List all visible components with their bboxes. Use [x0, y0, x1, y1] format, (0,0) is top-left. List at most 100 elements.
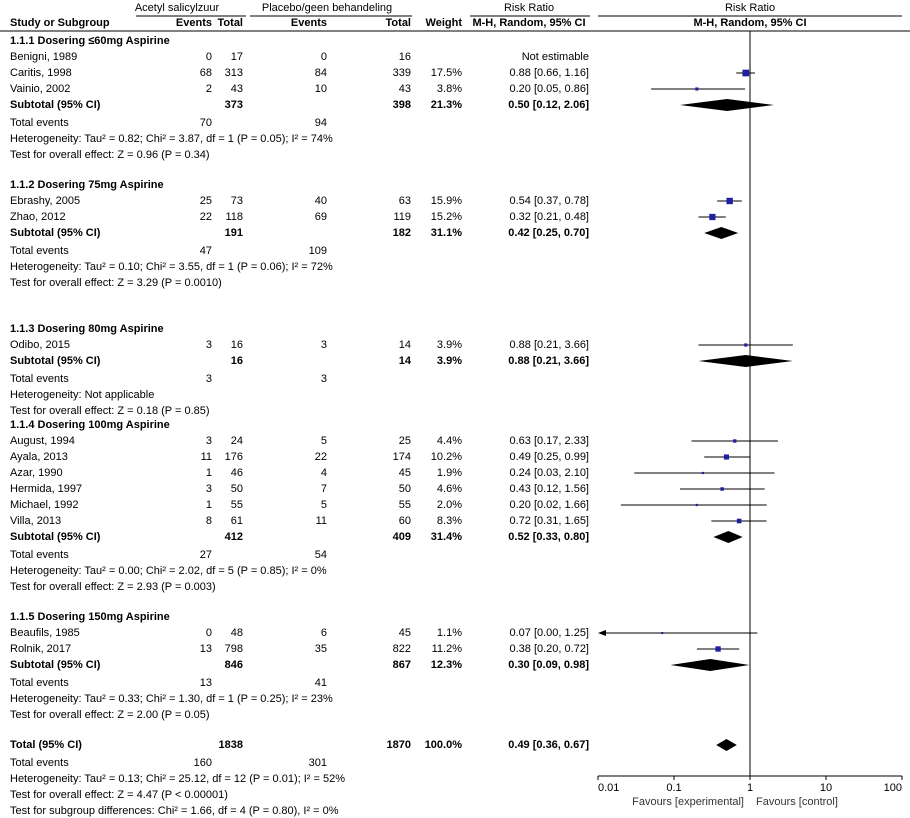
study-ctrl-total: 63 [398, 195, 411, 207]
study-weight: 15.9% [430, 195, 462, 207]
subtotal-label: Subtotal (95% CI) [10, 99, 101, 111]
study-exp-events: 3 [205, 435, 212, 447]
study-exp-total: 176 [224, 451, 243, 463]
study-weight: 8.3% [436, 515, 462, 527]
study-marker [709, 213, 716, 221]
study-exp-events: 22 [199, 211, 212, 223]
study-header: Study or Subgroup [10, 17, 110, 29]
study-name: Caritis, 1998 [10, 67, 72, 79]
study-ctrl-events: 5 [320, 435, 327, 447]
summary-diamond [713, 531, 743, 543]
study-exp-events: 0 [205, 51, 212, 63]
study-exp-events: 1 [205, 467, 212, 479]
total-events-label: Total events [10, 677, 69, 689]
overall-effect-text: Test for overall effect: Z = 3.29 (P = 0… [10, 277, 222, 289]
subtotal-weight: 31.1% [430, 227, 462, 239]
study-exp-total: 43 [230, 83, 243, 95]
total-events-ctrl: 41 [314, 677, 327, 689]
study-name: Rolnik, 2017 [10, 643, 72, 655]
weight-header: Weight [425, 17, 462, 29]
summary-diamond [680, 99, 774, 111]
study-ci: 0.49 [0.25, 0.99] [509, 451, 589, 463]
total-events-label: Total events [10, 373, 69, 385]
x-tick-label: 0.01 [598, 782, 619, 794]
study-marker [701, 471, 704, 475]
study-ctrl-total: 43 [398, 83, 411, 95]
study-weight: 4.6% [436, 483, 462, 495]
subtotal-weight: 21.3% [430, 99, 462, 111]
subtotal-ci: 0.52 [0.33, 0.80] [508, 531, 589, 543]
study-ctrl-total: 119 [393, 211, 411, 223]
study-marker [695, 87, 699, 91]
subtotal-label: Subtotal (95% CI) [10, 227, 101, 239]
overall-effect-text: Test for overall effect: Z = 2.00 (P = 0… [10, 709, 210, 721]
study-exp-total: 16 [230, 339, 243, 351]
study-name: Villa, 2013 [10, 515, 62, 527]
study-marker [726, 197, 733, 205]
study-ci: 0.88 [0.21, 3.66] [509, 339, 589, 351]
study-ctrl-events: 3 [320, 339, 327, 351]
favours-experimental-label: Favours [experimental] [632, 796, 744, 808]
subtotal-ci: 0.88 [0.21, 3.66] [508, 355, 589, 367]
study-exp-total: 46 [230, 467, 243, 479]
group-title: 1.1.1 Dosering ≤60mg Aspirine [10, 35, 170, 47]
rr-title: Risk Ratio [503, 2, 555, 14]
total-events-exp: 27 [199, 549, 212, 561]
study-name: Odibo, 2015 [10, 339, 70, 351]
total-events-exp: 13 [199, 677, 212, 689]
study-ci: 0.24 [0.03, 2.10] [509, 467, 589, 479]
study-name: Benigni, 1989 [10, 51, 78, 63]
study-ctrl-total: 16 [398, 51, 411, 63]
total-ctrl-header: Total [385, 17, 411, 29]
study-name: Azar, 1990 [10, 467, 63, 479]
study-ci: Not estimable [521, 51, 589, 63]
study-ctrl-events: 7 [320, 483, 327, 495]
ctrl-group-header: Placebo/geen behandeling [261, 2, 393, 14]
study-ctrl-events: 6 [320, 627, 327, 639]
subtotal-ci: 0.50 [0.12, 2.06] [508, 99, 589, 111]
heterogeneity-text: Heterogeneity: Tau² = 0.00; Chi² = 2.02,… [10, 565, 327, 577]
x-tick-label: 0.1 [666, 782, 681, 794]
grand-total-events-exp: 160 [193, 757, 212, 769]
study-exp-total: 24 [230, 435, 243, 447]
study-exp-total: 313 [224, 67, 243, 79]
total-events-exp: 47 [199, 245, 212, 257]
favours-control-label: Favours [control] [756, 796, 838, 808]
total-exp-total: 1838 [218, 739, 243, 751]
study-ctrl-events: 5 [320, 499, 327, 511]
study-ci: 0.20 [0.05, 0.86] [509, 83, 589, 95]
study-ctrl-events: 0 [320, 51, 327, 63]
study-ctrl-total: 339 [392, 67, 411, 79]
study-ci: 0.38 [0.20, 0.72] [509, 643, 589, 655]
subtotal-ctrl-total: 182 [392, 227, 411, 239]
total-events-label: Total events [10, 117, 69, 129]
group-title: 1.1.5 Dosering 150mg Aspirine [10, 611, 170, 623]
study-marker [744, 343, 748, 347]
total-events-ctrl: 54 [314, 549, 327, 561]
study-ci: 0.72 [0.31, 1.65] [509, 515, 589, 527]
study-name: Vainio, 2002 [10, 83, 71, 95]
study-ctrl-events: 35 [314, 643, 327, 655]
study-weight: 4.4% [436, 435, 462, 447]
study-exp-events: 25 [199, 195, 212, 207]
study-weight: 17.5% [430, 67, 462, 79]
events-ctrl-header: Events [290, 17, 327, 29]
study-exp-events: 11 [200, 451, 212, 463]
subtotal-weight: 12.3% [430, 659, 462, 671]
subtotal-exp-total: 191 [224, 227, 243, 239]
subtotal-ci: 0.42 [0.25, 0.70] [508, 227, 589, 239]
total-events-ctrl: 109 [308, 245, 327, 257]
group-title: 1.1.3 Dosering 80mg Aspirine [10, 323, 164, 335]
subtotal-label: Subtotal (95% CI) [10, 531, 101, 543]
study-marker [715, 646, 721, 652]
total-events-exp: 3 [205, 373, 212, 385]
subtotal-ctrl-total: 867 [392, 659, 411, 671]
study-name: Ebrashy, 2005 [10, 195, 81, 207]
study-name: Hermida, 1997 [10, 483, 83, 495]
rr-title-plot: Risk Ratio [724, 2, 776, 14]
x-tick-label: 100 [884, 782, 902, 794]
study-ctrl-total: 50 [398, 483, 411, 495]
study-ctrl-events: 40 [314, 195, 327, 207]
heterogeneity-text: Heterogeneity: Tau² = 0.33; Chi² = 1.30,… [10, 693, 333, 705]
